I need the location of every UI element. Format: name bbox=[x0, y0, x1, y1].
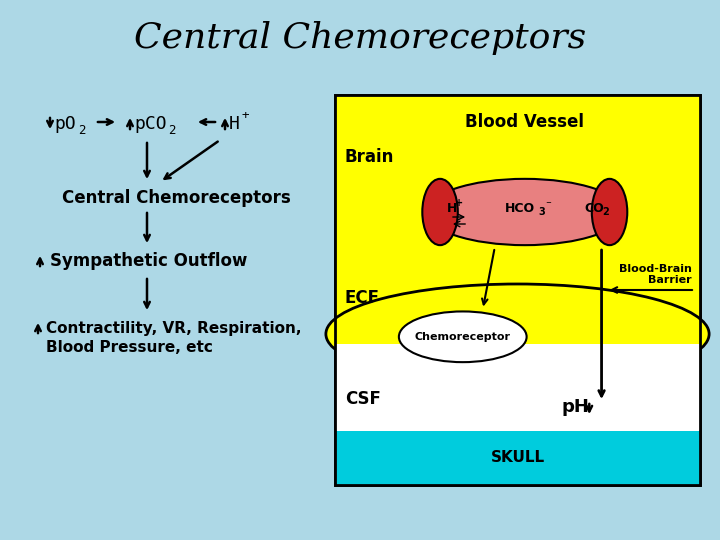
Text: Blood Vessel: Blood Vessel bbox=[465, 113, 585, 131]
Ellipse shape bbox=[326, 284, 709, 384]
Text: pO: pO bbox=[54, 115, 76, 133]
Ellipse shape bbox=[592, 179, 627, 245]
Bar bbox=[335, 431, 700, 485]
Text: H: H bbox=[447, 201, 457, 214]
Text: H: H bbox=[229, 115, 240, 133]
Bar bbox=[335, 95, 700, 485]
Text: Brain: Brain bbox=[345, 148, 395, 166]
Ellipse shape bbox=[426, 179, 624, 245]
Text: CO: CO bbox=[585, 201, 604, 214]
Text: ⁻: ⁻ bbox=[545, 200, 551, 210]
Text: +: + bbox=[242, 110, 250, 123]
Text: 2: 2 bbox=[78, 124, 86, 137]
Text: pCO: pCO bbox=[134, 115, 166, 133]
Text: +: + bbox=[455, 198, 463, 208]
Text: 3: 3 bbox=[539, 207, 545, 217]
Text: SKULL: SKULL bbox=[490, 450, 544, 465]
Ellipse shape bbox=[423, 179, 458, 245]
Text: Contractility, VR, Respiration,: Contractility, VR, Respiration, bbox=[46, 321, 302, 335]
Bar bbox=[335, 95, 700, 485]
Text: Blood-Brain
Barrier: Blood-Brain Barrier bbox=[619, 264, 692, 285]
Bar bbox=[335, 95, 700, 344]
Text: pH: pH bbox=[562, 398, 589, 416]
Text: Central Chemoreceptors: Central Chemoreceptors bbox=[62, 189, 291, 207]
Text: CSF: CSF bbox=[345, 390, 381, 408]
Text: Sympathetic Outflow: Sympathetic Outflow bbox=[50, 252, 248, 270]
Text: ECF: ECF bbox=[345, 289, 380, 307]
Text: 2: 2 bbox=[602, 207, 609, 217]
Text: Blood Pressure, etc: Blood Pressure, etc bbox=[46, 341, 213, 355]
Ellipse shape bbox=[399, 312, 526, 362]
Text: HCO: HCO bbox=[505, 201, 535, 214]
Bar bbox=[335, 431, 700, 485]
Text: Central Chemoreceptors: Central Chemoreceptors bbox=[134, 21, 586, 55]
Bar bbox=[335, 344, 700, 431]
Text: Chemoreceptor: Chemoreceptor bbox=[415, 332, 510, 342]
Text: 2: 2 bbox=[168, 124, 176, 137]
